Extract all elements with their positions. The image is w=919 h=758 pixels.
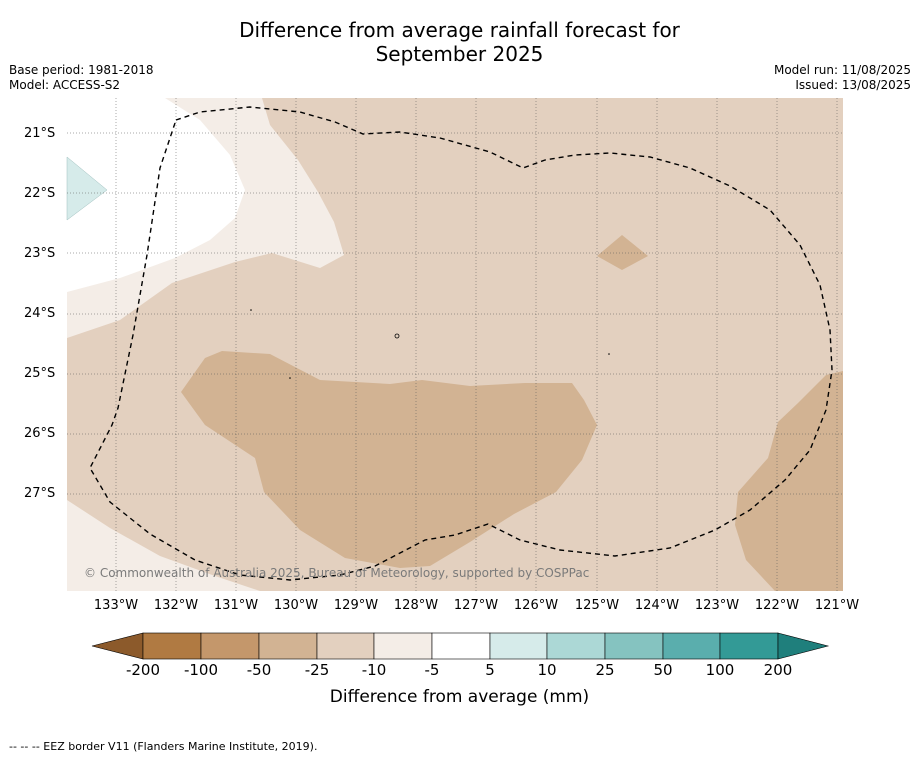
lon-label: 133°W xyxy=(93,598,139,613)
issued-text: Issued: 13/08/2025 xyxy=(795,78,911,92)
lon-label: 127°W xyxy=(453,598,499,613)
lat-label: 24°S xyxy=(24,306,56,321)
lon-label: 125°W xyxy=(574,598,620,613)
lon-label: 124°W xyxy=(634,598,680,613)
lon-label: 121°W xyxy=(814,598,860,613)
colorbar-tick-label: -10 xyxy=(361,661,387,679)
colorbar-extend-low xyxy=(91,632,144,660)
lat-label: 22°S xyxy=(24,186,56,201)
map-title-line2: September 2025 xyxy=(375,42,544,66)
colorbar-extend-high xyxy=(777,632,830,660)
colorbar-tick-label: 100 xyxy=(705,661,735,679)
island-marker xyxy=(394,333,400,339)
lon-label: 126°W xyxy=(513,598,559,613)
map-title: Difference from average rainfall forecas… xyxy=(0,18,919,66)
moderate-deficit-region-east xyxy=(735,371,843,591)
moderate-deficit-region-central xyxy=(181,351,597,568)
lon-label: 123°W xyxy=(694,598,740,613)
lon-label: 130°W xyxy=(273,598,319,613)
copyright-notice: © Commonwealth of Australia 2025, Bureau… xyxy=(84,566,590,580)
colorbar-segment xyxy=(604,632,664,660)
lat-label: 27°S xyxy=(24,486,56,501)
lat-label: 23°S xyxy=(24,246,56,261)
colorbar-tick-label: -25 xyxy=(304,661,330,679)
colorbar-tick-label: -200 xyxy=(125,661,161,679)
lat-label: 25°S xyxy=(24,366,56,381)
colorbar-tick-label: 200 xyxy=(763,661,793,679)
model-run-text: Model run: 11/08/2025 xyxy=(773,63,911,77)
colorbar-segment xyxy=(431,632,491,660)
lat-label: 26°S xyxy=(24,426,56,441)
colorbar-segment xyxy=(662,632,721,660)
colorbar-tick-label: 5 xyxy=(485,661,495,679)
colorbar-segment xyxy=(373,632,433,660)
lon-label: 128°W xyxy=(393,598,439,613)
colorbar-segment xyxy=(546,632,606,660)
lon-label: 129°W xyxy=(333,598,379,613)
colorbar-tick-label: 10 xyxy=(537,661,557,679)
lon-label: 132°W xyxy=(153,598,199,613)
colorbar-segment xyxy=(142,632,202,660)
latitude-gridlines xyxy=(67,132,843,495)
colorbar-tick-label: -100 xyxy=(183,661,219,679)
light-deficit-region-south xyxy=(67,500,260,591)
colorbar-tick-label: -50 xyxy=(246,661,272,679)
island-marker xyxy=(608,353,610,355)
colorbar-segment xyxy=(316,632,375,660)
meta-left: Base period: 1981-2018 Model: ACCESS-S2 xyxy=(9,63,154,93)
island-marker xyxy=(250,309,252,311)
colorbar-title: Difference from average (mm) xyxy=(329,687,590,707)
colorbar-segment xyxy=(200,632,260,660)
colorbar-segment xyxy=(719,632,779,660)
base-period-text: Base period: 1981-2018 xyxy=(9,63,154,77)
longitude-gridlines xyxy=(115,98,838,591)
positive-anomaly-region xyxy=(66,156,108,221)
colorbar-tick-label: 25 xyxy=(595,661,615,679)
lon-label: 122°W xyxy=(754,598,800,613)
meta-right: Model run: 11/08/2025 Issued: 13/08/2025 xyxy=(774,63,911,93)
eez-footnote: -- -- -- EEZ border V11 (Flanders Marine… xyxy=(9,740,318,753)
colorbar-segment xyxy=(258,632,318,660)
colorbar-segment xyxy=(489,632,548,660)
lon-label: 131°W xyxy=(213,598,259,613)
lat-label: 21°S xyxy=(24,126,56,141)
model-text: Model: ACCESS-S2 xyxy=(9,78,121,92)
colorbar-tick-label: 50 xyxy=(653,661,673,679)
island-marker xyxy=(289,377,291,379)
colorbar-tick-label: -5 xyxy=(424,661,440,679)
map-title-line1: Difference from average rainfall forecas… xyxy=(239,18,680,42)
colorbar xyxy=(91,632,830,660)
moderate-deficit-diamond xyxy=(597,235,648,270)
